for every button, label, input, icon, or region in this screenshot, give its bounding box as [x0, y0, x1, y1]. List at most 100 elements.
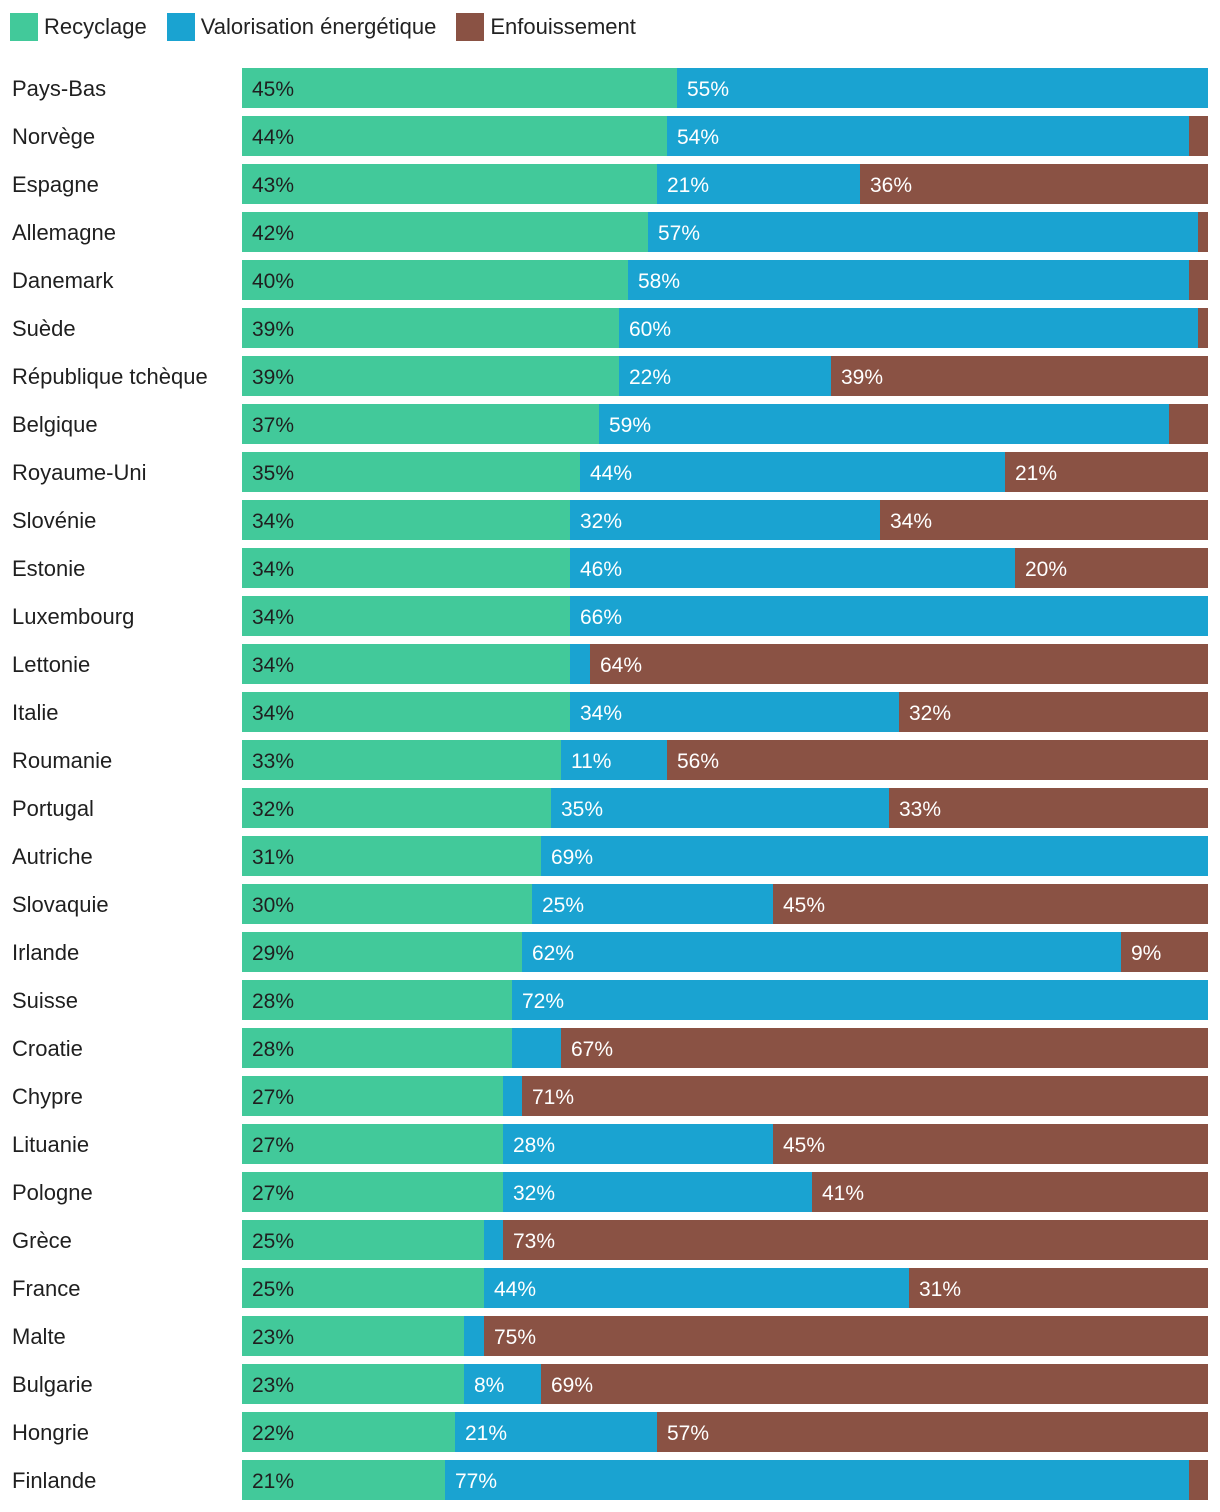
bar-segment-recyclage[interactable] [242, 1076, 503, 1116]
bar-segment-recyclage[interactable] [242, 1364, 464, 1404]
bar-segment-recyclage[interactable] [242, 788, 551, 828]
bar-segment-valorisation[interactable] [484, 1220, 503, 1260]
bar-segment-recyclage[interactable] [242, 356, 619, 396]
bar-segment-enfouissement[interactable] [860, 164, 1208, 204]
bar-segment-valorisation[interactable] [677, 68, 1208, 108]
bar-segment-recyclage[interactable] [242, 260, 628, 300]
country-label: Suède [12, 316, 76, 341]
legend-item-valorisation[interactable]: Valorisation énergétique [166, 13, 436, 41]
bar-segment-recyclage[interactable] [242, 1268, 484, 1308]
bar-segment-recyclage[interactable] [242, 740, 561, 780]
bar-segment-enfouissement[interactable] [909, 1268, 1208, 1308]
bar-segment-recyclage[interactable] [242, 404, 599, 444]
bar-segment-recyclage[interactable] [242, 1172, 503, 1212]
bar-segment-enfouissement[interactable] [1005, 452, 1208, 492]
bar-segment-enfouissement[interactable] [590, 644, 1208, 684]
bar-segment-enfouissement[interactable] [657, 1412, 1208, 1452]
bar-segment-recyclage[interactable] [242, 884, 532, 924]
bar-segment-valorisation[interactable] [455, 1412, 657, 1452]
bar-segment-recyclage[interactable] [242, 692, 570, 732]
bar-segment-enfouissement[interactable] [773, 1124, 1208, 1164]
bar-segment-enfouissement[interactable] [1198, 212, 1208, 252]
bar-segment-enfouissement[interactable] [1189, 116, 1208, 156]
bar-segment-valorisation[interactable] [570, 596, 1208, 636]
bar-segment-enfouissement[interactable] [484, 1316, 1208, 1356]
bar-segment-valorisation[interactable] [551, 788, 889, 828]
bar-segment-recyclage[interactable] [242, 1460, 445, 1500]
bar-segment-valorisation[interactable] [503, 1076, 522, 1116]
bar-segment-valorisation[interactable] [570, 500, 880, 540]
data-label-recyclage: 21% [252, 1470, 294, 1493]
data-label-recyclage: 32% [252, 798, 294, 821]
bar-segment-valorisation[interactable] [619, 356, 831, 396]
bar-segment-valorisation[interactable] [599, 404, 1169, 444]
bar-segment-valorisation[interactable] [648, 212, 1198, 252]
bar-segment-recyclage[interactable] [242, 1124, 503, 1164]
bar-segment-enfouissement[interactable] [773, 884, 1208, 924]
bar-row: Suède 39% 60% [12, 308, 1208, 348]
legend-swatch-valorisation [166, 13, 195, 41]
bar-segment-recyclage[interactable] [242, 164, 657, 204]
bar-segment-valorisation[interactable] [522, 932, 1121, 972]
bar-segment-recyclage[interactable] [242, 308, 619, 348]
bar-segment-enfouissement[interactable] [1121, 932, 1208, 972]
bar-segment-recyclage[interactable] [242, 1028, 512, 1068]
bar-segment-enfouissement[interactable] [889, 788, 1208, 828]
bar-segment-recyclage[interactable] [242, 644, 570, 684]
bar-segment-valorisation[interactable] [541, 836, 1208, 876]
bar-segment-enfouissement[interactable] [1169, 404, 1208, 444]
bar-segment-valorisation[interactable] [464, 1316, 484, 1356]
bar-segment-valorisation[interactable] [512, 1028, 561, 1068]
bar-segment-enfouissement[interactable] [522, 1076, 1208, 1116]
bar-segment-recyclage[interactable] [242, 596, 570, 636]
bar-segment-valorisation[interactable] [657, 164, 860, 204]
bar-segment-enfouissement[interactable] [667, 740, 1208, 780]
bar-segment-enfouissement[interactable] [503, 1220, 1208, 1260]
bar-segment-valorisation[interactable] [580, 452, 1005, 492]
bar-segment-recyclage[interactable] [242, 68, 677, 108]
bar-segment-enfouissement[interactable] [812, 1172, 1208, 1212]
legend-item-recyclage[interactable]: Recyclage [10, 13, 147, 41]
bar-segment-enfouissement[interactable] [561, 1028, 1208, 1068]
bar-segment-valorisation[interactable] [484, 1268, 909, 1308]
bar-row: Croatie 28% 67% [12, 1028, 1208, 1068]
legend-item-enfouissement[interactable]: Enfouissement [456, 13, 636, 41]
bar-segment-recyclage[interactable] [242, 116, 667, 156]
bar-segment-enfouissement[interactable] [1198, 308, 1208, 348]
data-label-recyclage: 27% [252, 1134, 294, 1157]
bar-segment-enfouissement[interactable] [1189, 1460, 1208, 1500]
bar-segment-recyclage[interactable] [242, 836, 541, 876]
bar-segment-enfouissement[interactable] [1015, 548, 1208, 588]
bar-segment-valorisation[interactable] [464, 1364, 541, 1404]
bar-segment-enfouissement[interactable] [1189, 260, 1208, 300]
data-label-valorisation: 77% [455, 1470, 497, 1493]
bar-segment-enfouissement[interactable] [831, 356, 1208, 396]
data-label-recyclage: 25% [252, 1230, 294, 1253]
data-label-enfouissement: 21% [1015, 462, 1057, 485]
bar-segment-valorisation[interactable] [619, 308, 1198, 348]
bar-segment-enfouissement[interactable] [541, 1364, 1208, 1404]
bar-segment-recyclage[interactable] [242, 500, 570, 540]
data-label-enfouissement: 64% [600, 654, 642, 677]
bar-segment-enfouissement[interactable] [899, 692, 1208, 732]
bar-segment-valorisation[interactable] [503, 1124, 773, 1164]
bar-segment-recyclage[interactable] [242, 452, 580, 492]
bar-segment-recyclage[interactable] [242, 548, 570, 588]
bar-segment-valorisation[interactable] [445, 1460, 1189, 1500]
bar-segment-valorisation[interactable] [570, 692, 899, 732]
bar-segment-valorisation[interactable] [570, 644, 590, 684]
bar-segment-enfouissement[interactable] [880, 500, 1208, 540]
bar-segment-valorisation[interactable] [628, 260, 1189, 300]
bar-segment-recyclage[interactable] [242, 932, 522, 972]
bar-segment-recyclage[interactable] [242, 1316, 464, 1356]
bar-segment-valorisation[interactable] [561, 740, 667, 780]
bar-segment-valorisation[interactable] [532, 884, 773, 924]
bar-segment-recyclage[interactable] [242, 980, 512, 1020]
bar-segment-recyclage[interactable] [242, 1220, 484, 1260]
bar-segment-valorisation[interactable] [667, 116, 1189, 156]
bar-segment-recyclage[interactable] [242, 212, 648, 252]
bar-segment-valorisation[interactable] [570, 548, 1015, 588]
bar-segment-valorisation[interactable] [512, 980, 1208, 1020]
bar-segment-valorisation[interactable] [503, 1172, 812, 1212]
bar-segment-recyclage[interactable] [242, 1412, 455, 1452]
